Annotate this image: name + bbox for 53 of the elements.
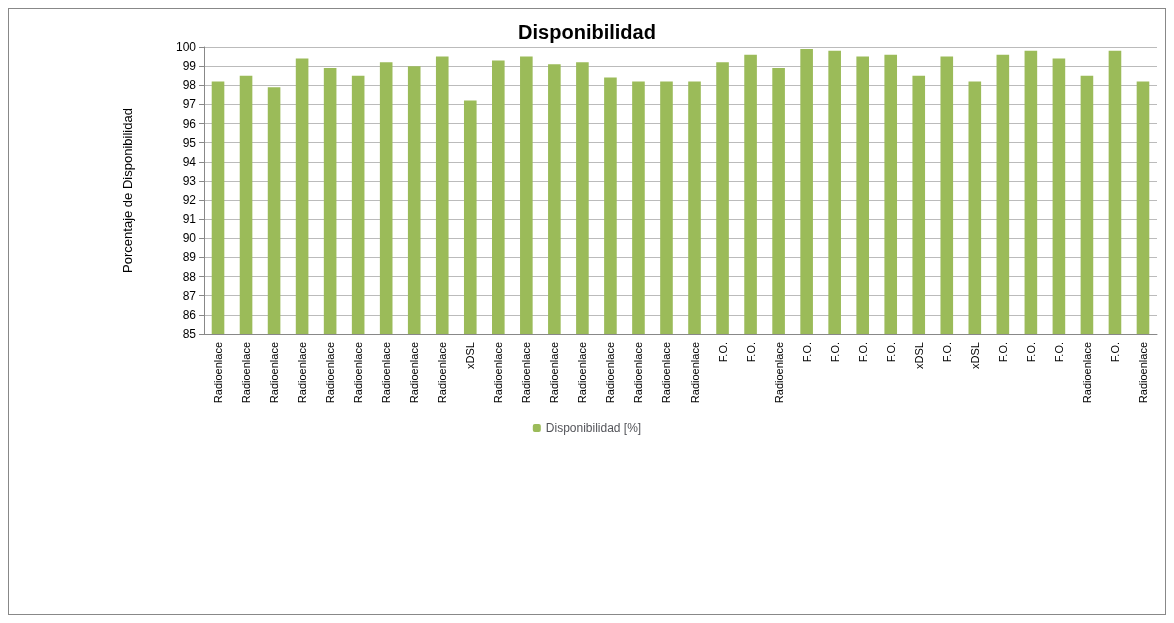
x-tick-label: Radioenlace — [408, 342, 421, 404]
x-tick-label: F.O. — [1024, 342, 1037, 363]
x-tick-label: Radioenlace — [520, 342, 533, 404]
x-tick-label: F.O. — [828, 342, 841, 363]
x-tick-label: Radioenlace — [352, 342, 365, 404]
x-tick-label: Radioenlace — [772, 342, 785, 404]
x-tick-label: Radioenlace — [1080, 342, 1093, 404]
x-tick-label: F.O. — [744, 342, 757, 363]
x-tick-label: F.O. — [716, 342, 729, 363]
x-tick-label: xDSL — [464, 342, 477, 369]
x-tick-label: Radioenlace — [240, 342, 253, 404]
x-tick-label: Radioenlace — [688, 342, 701, 404]
y-tick-label: 88 — [182, 269, 197, 284]
y-tick-label: 96 — [182, 116, 197, 131]
y-tick-label: 89 — [182, 250, 197, 265]
x-tick-label: xDSL — [968, 342, 981, 369]
x-tick-label: Radioenlace — [436, 342, 449, 404]
y-axis-title: Porcentaje de Disponibilidad — [120, 108, 135, 273]
x-tick-label: F.O. — [856, 342, 869, 363]
x-tick-label: F.O. — [884, 342, 897, 363]
x-tick-label: Radioenlace — [548, 342, 561, 404]
y-tick-label: 99 — [182, 59, 197, 74]
legend-label: Disponibilidad [%] — [545, 421, 642, 435]
y-tick-label: 95 — [182, 135, 197, 150]
x-tick-label: Radioenlace — [1136, 342, 1149, 404]
y-tick-label: 94 — [182, 154, 197, 169]
x-tick-label: Radioenlace — [268, 342, 281, 404]
y-tick-label: 92 — [182, 193, 197, 208]
x-tick-label: Radioenlace — [296, 342, 309, 404]
x-tick-label: Radioenlace — [324, 342, 337, 404]
x-tick-label: Radioenlace — [576, 342, 589, 404]
y-tick-label: 87 — [182, 288, 197, 303]
x-tick-label: F.O. — [1052, 342, 1065, 363]
x-tick-label: Radioenlace — [660, 342, 673, 404]
x-tick-label: F.O. — [996, 342, 1009, 363]
y-tick-label: 100 — [175, 40, 197, 54]
y-tick-label: 98 — [182, 78, 197, 93]
y-tick-label: 85 — [182, 327, 197, 341]
x-tick-label: F.O. — [940, 342, 953, 363]
x-tick-label: Radioenlace — [632, 342, 645, 404]
y-tick-label: 86 — [182, 307, 197, 322]
y-tick-label: 90 — [182, 231, 197, 246]
x-tick-label: F.O. — [1108, 342, 1121, 363]
x-tick-label: Radioenlace — [380, 342, 393, 404]
x-tick-label: Radioenlace — [604, 342, 617, 404]
x-tick-label: Radioenlace — [212, 342, 225, 404]
y-tick-label: 93 — [182, 173, 197, 188]
y-tick-label: 97 — [182, 97, 197, 112]
x-tick-label: F.O. — [800, 342, 813, 363]
x-tick-label: Radioenlace — [492, 342, 505, 404]
x-tick-label: xDSL — [912, 342, 925, 369]
y-tick-label: 91 — [182, 212, 197, 227]
chart-title: Disponibilidad — [518, 21, 656, 43]
